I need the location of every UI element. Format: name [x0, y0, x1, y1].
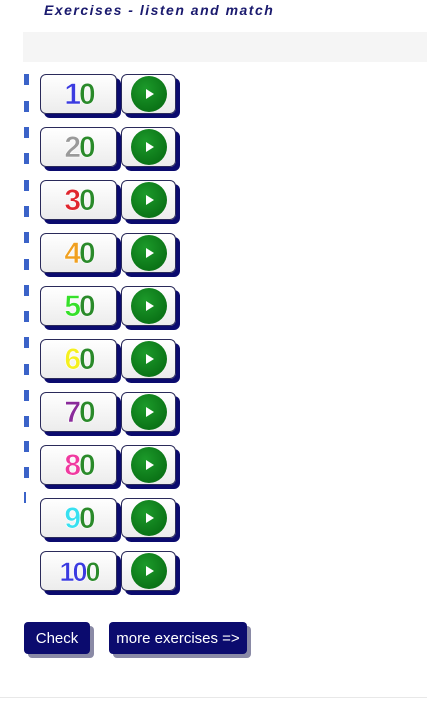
play-button[interactable]: [121, 392, 176, 432]
number-graphic: 40: [64, 237, 97, 269]
play-icon: [130, 235, 167, 271]
play-triangle-icon: [145, 248, 154, 258]
play-icon: [130, 129, 167, 165]
drop-marker: [24, 390, 29, 401]
play-icon: [130, 394, 167, 430]
play-triangle-icon: [145, 301, 154, 311]
number-card[interactable]: 30: [40, 180, 117, 220]
number-label: 80: [64, 449, 95, 481]
number-graphic: 30: [64, 184, 97, 216]
drop-marker: [24, 101, 29, 112]
drop-marker: [24, 441, 29, 452]
play-triangle-icon: [145, 460, 154, 470]
play-icon: [130, 76, 167, 112]
number-label: 70: [64, 396, 95, 428]
drop-marker: [24, 492, 26, 503]
play-button[interactable]: [121, 233, 176, 273]
drop-marker: [24, 285, 29, 296]
number-card[interactable]: 100: [40, 551, 117, 591]
number-card[interactable]: 60: [40, 339, 117, 379]
play-icon: [130, 553, 167, 589]
number-label: 100: [59, 557, 99, 587]
number-label: 60: [64, 343, 95, 375]
more-exercises-button[interactable]: more exercises =>: [109, 622, 247, 654]
divider: [0, 697, 427, 698]
number-card[interactable]: 10: [40, 74, 117, 114]
number-card[interactable]: 70: [40, 392, 117, 432]
number-label: 50: [64, 290, 95, 322]
play-triangle-icon: [145, 195, 154, 205]
drop-marker: [24, 467, 29, 478]
drop-marker: [24, 153, 29, 164]
number-graphic: 90: [64, 502, 97, 534]
drop-marker: [24, 337, 29, 348]
play-button[interactable]: [121, 127, 176, 167]
play-button[interactable]: [121, 445, 176, 485]
drop-marker: [24, 127, 29, 138]
number-card[interactable]: 50: [40, 286, 117, 326]
play-button[interactable]: [121, 551, 176, 591]
play-triangle-icon: [145, 407, 154, 417]
check-button[interactable]: Check: [24, 622, 90, 654]
play-icon: [130, 447, 167, 483]
play-button[interactable]: [121, 498, 176, 538]
number-label: 90: [64, 502, 95, 534]
play-triangle-icon: [145, 354, 154, 364]
number-graphic: 50: [64, 290, 97, 322]
number-graphic: 100: [59, 557, 102, 587]
number-card[interactable]: 90: [40, 498, 117, 538]
drop-marker: [24, 364, 29, 375]
drop-marker: [24, 74, 29, 85]
drop-marker: [24, 206, 29, 217]
play-triangle-icon: [145, 89, 154, 99]
play-icon: [130, 288, 167, 324]
drop-marker: [24, 232, 29, 243]
number-label: 40: [64, 237, 95, 269]
number-graphic: 10: [64, 78, 97, 110]
play-triangle-icon: [145, 513, 154, 523]
number-card[interactable]: 40: [40, 233, 117, 273]
number-graphic: 60: [64, 343, 97, 375]
drop-area[interactable]: [23, 32, 427, 62]
play-button[interactable]: [121, 339, 176, 379]
drop-marker: [24, 416, 29, 427]
drop-marker: [24, 259, 29, 270]
play-icon: [130, 182, 167, 218]
play-triangle-icon: [145, 566, 154, 576]
play-button[interactable]: [121, 286, 176, 326]
number-card[interactable]: 80: [40, 445, 117, 485]
number-label: 30: [64, 184, 95, 216]
play-triangle-icon: [145, 142, 154, 152]
number-label: 20: [64, 131, 95, 163]
play-icon: [130, 500, 167, 536]
play-button[interactable]: [121, 74, 176, 114]
drop-marker: [24, 311, 29, 322]
number-graphic: 20: [64, 131, 97, 163]
drop-marker: [24, 180, 29, 191]
play-icon: [130, 341, 167, 377]
play-button[interactable]: [121, 180, 176, 220]
number-graphic: 70: [64, 396, 97, 428]
page-title: Exercises - listen and match: [44, 2, 275, 18]
number-graphic: 80: [64, 449, 97, 481]
number-card[interactable]: 20: [40, 127, 117, 167]
number-label: 10: [64, 78, 95, 110]
